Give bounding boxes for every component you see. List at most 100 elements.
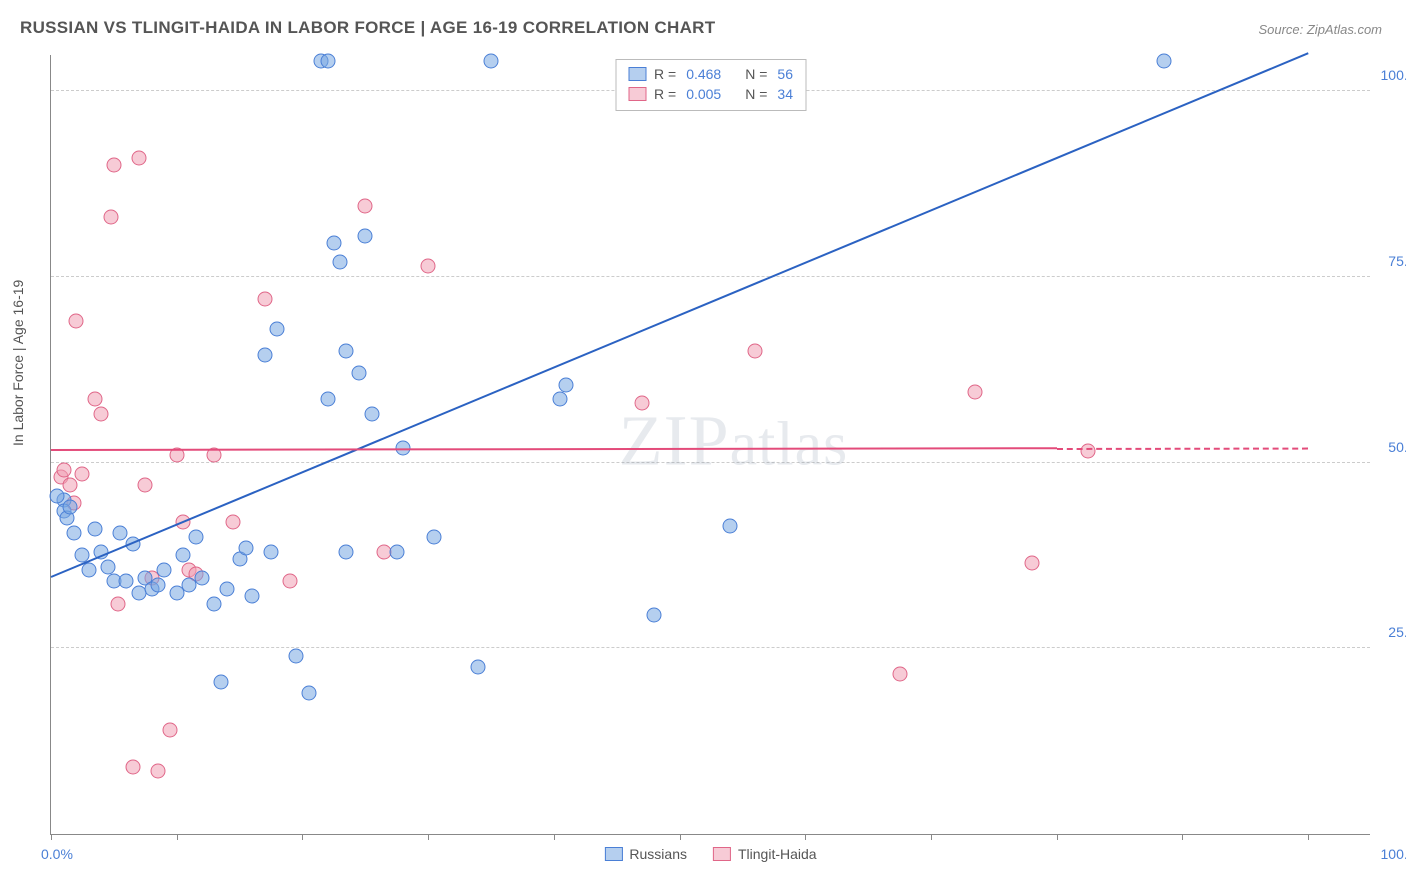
data-point [106, 158, 121, 173]
data-point [1081, 444, 1096, 459]
data-point [125, 760, 140, 775]
trend-line [51, 448, 1057, 452]
y-tick-label: 25.0% [1388, 624, 1406, 640]
data-point [301, 685, 316, 700]
data-point [88, 522, 103, 537]
data-point [270, 321, 285, 336]
legend-swatch [604, 847, 622, 861]
x-axis-min-label: 0.0% [41, 846, 73, 862]
data-point [138, 477, 153, 492]
data-point [104, 210, 119, 225]
legend-series-label: Tlingit-Haida [738, 846, 817, 862]
data-point [389, 544, 404, 559]
y-tick-label: 75.0% [1388, 253, 1406, 269]
data-point [81, 563, 96, 578]
data-point [226, 515, 241, 530]
y-axis-title: In Labor Force | Age 16-19 [10, 280, 26, 446]
data-point [647, 607, 662, 622]
data-point [113, 526, 128, 541]
data-point [484, 54, 499, 69]
data-point [264, 544, 279, 559]
legend-series-label: Russians [629, 846, 687, 862]
y-tick-label: 100.0% [1381, 67, 1406, 83]
data-point [188, 529, 203, 544]
data-point [358, 199, 373, 214]
legend-row: R = 0.005 N = 34 [628, 84, 793, 104]
data-point [163, 723, 178, 738]
data-point [100, 559, 115, 574]
plot-area: ZIPatlas R = 0.468 N = 56 R = 0.005 N = … [50, 55, 1370, 835]
data-point [339, 344, 354, 359]
data-point [352, 366, 367, 381]
x-tick [1057, 834, 1058, 840]
legend-correlation: R = 0.468 N = 56 R = 0.005 N = 34 [615, 59, 806, 111]
legend-item: Russians [604, 846, 687, 862]
data-point [722, 518, 737, 533]
data-point [257, 292, 272, 307]
data-point [69, 314, 84, 329]
data-point [427, 529, 442, 544]
x-tick [177, 834, 178, 840]
data-point [50, 489, 65, 504]
data-point [56, 463, 71, 478]
chart-container: RUSSIAN VS TLINGIT-HAIDA IN LABOR FORCE … [0, 0, 1406, 892]
data-point [339, 544, 354, 559]
legend-swatch [628, 87, 646, 101]
legend-swatch [628, 67, 646, 81]
y-tick-label: 50.0% [1388, 439, 1406, 455]
data-point [257, 347, 272, 362]
data-point [220, 581, 235, 596]
data-point [559, 377, 574, 392]
data-point [634, 396, 649, 411]
data-point [150, 578, 165, 593]
data-point [333, 255, 348, 270]
data-point [320, 54, 335, 69]
data-point [326, 236, 341, 251]
legend-n-label: N = [745, 86, 767, 102]
data-point [364, 407, 379, 422]
data-point [194, 570, 209, 585]
x-tick [1308, 834, 1309, 840]
data-point [150, 763, 165, 778]
data-point [132, 151, 147, 166]
data-point [471, 659, 486, 674]
grid-line [51, 462, 1370, 463]
data-point [245, 589, 260, 604]
x-tick [1182, 834, 1183, 840]
x-tick [428, 834, 429, 840]
legend-item: Tlingit-Haida [713, 846, 817, 862]
x-tick [51, 834, 52, 840]
legend-n-value: 56 [777, 66, 793, 82]
data-point [1024, 555, 1039, 570]
trend-line [51, 52, 1309, 578]
x-tick [680, 834, 681, 840]
data-point [358, 229, 373, 244]
data-point [238, 541, 253, 556]
legend-r-value: 0.468 [686, 66, 721, 82]
grid-line [51, 647, 1370, 648]
data-point [119, 574, 134, 589]
data-point [553, 392, 568, 407]
data-point [157, 563, 172, 578]
legend-r-value: 0.005 [686, 86, 721, 102]
legend-r-label: R = [654, 86, 676, 102]
x-tick [805, 834, 806, 840]
watermark: ZIPatlas [619, 399, 849, 482]
chart-title: RUSSIAN VS TLINGIT-HAIDA IN LABOR FORCE … [20, 18, 715, 38]
data-point [282, 574, 297, 589]
x-tick [302, 834, 303, 840]
trend-line [1057, 447, 1308, 449]
source-attribution: Source: ZipAtlas.com [1258, 22, 1382, 37]
data-point [421, 258, 436, 273]
data-point [748, 344, 763, 359]
x-tick [931, 834, 932, 840]
data-point [1156, 54, 1171, 69]
data-point [207, 596, 222, 611]
data-point [320, 392, 335, 407]
legend-n-value: 34 [777, 86, 793, 102]
data-point [289, 648, 304, 663]
data-point [75, 466, 90, 481]
data-point [968, 385, 983, 400]
data-point [110, 596, 125, 611]
data-point [62, 477, 77, 492]
